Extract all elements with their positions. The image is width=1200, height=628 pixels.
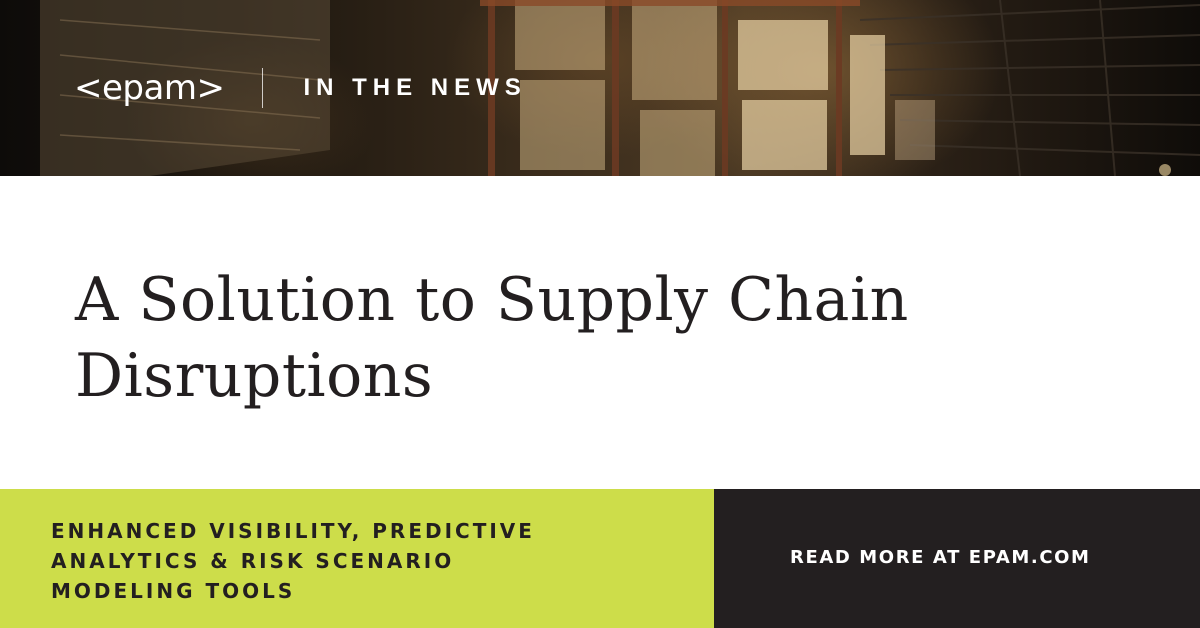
- feature-line-3: MODELING TOOLS: [51, 579, 296, 603]
- header-divider: [262, 68, 264, 108]
- headline-line-1: A Solution to Supply Chain: [75, 265, 909, 335]
- headline-line-2: Disruptions: [75, 341, 434, 411]
- brand-row: <epam> IN THE NEWS: [74, 66, 527, 110]
- feature-summary: ENHANCED VISIBILITY, PREDICTIVE ANALYTIC…: [51, 516, 691, 606]
- header-banner: <epam> IN THE NEWS: [0, 0, 1200, 176]
- cta-panel[interactable]: READ MORE AT EPAM.COM: [714, 489, 1200, 628]
- in-the-news-label: IN THE NEWS: [303, 74, 527, 101]
- warehouse-photo: [40, 0, 1200, 176]
- epam-logo[interactable]: <epam>: [74, 68, 225, 108]
- feature-line-2: ANALYTICS & RISK SCENARIO: [51, 549, 455, 573]
- article-headline: A Solution to Supply Chain Disruptions: [75, 262, 1135, 414]
- feature-panel: ENHANCED VISIBILITY, PREDICTIVE ANALYTIC…: [0, 489, 714, 628]
- feature-line-1: ENHANCED VISIBILITY, PREDICTIVE: [51, 519, 535, 543]
- read-more-link[interactable]: READ MORE AT EPAM.COM: [790, 547, 1091, 568]
